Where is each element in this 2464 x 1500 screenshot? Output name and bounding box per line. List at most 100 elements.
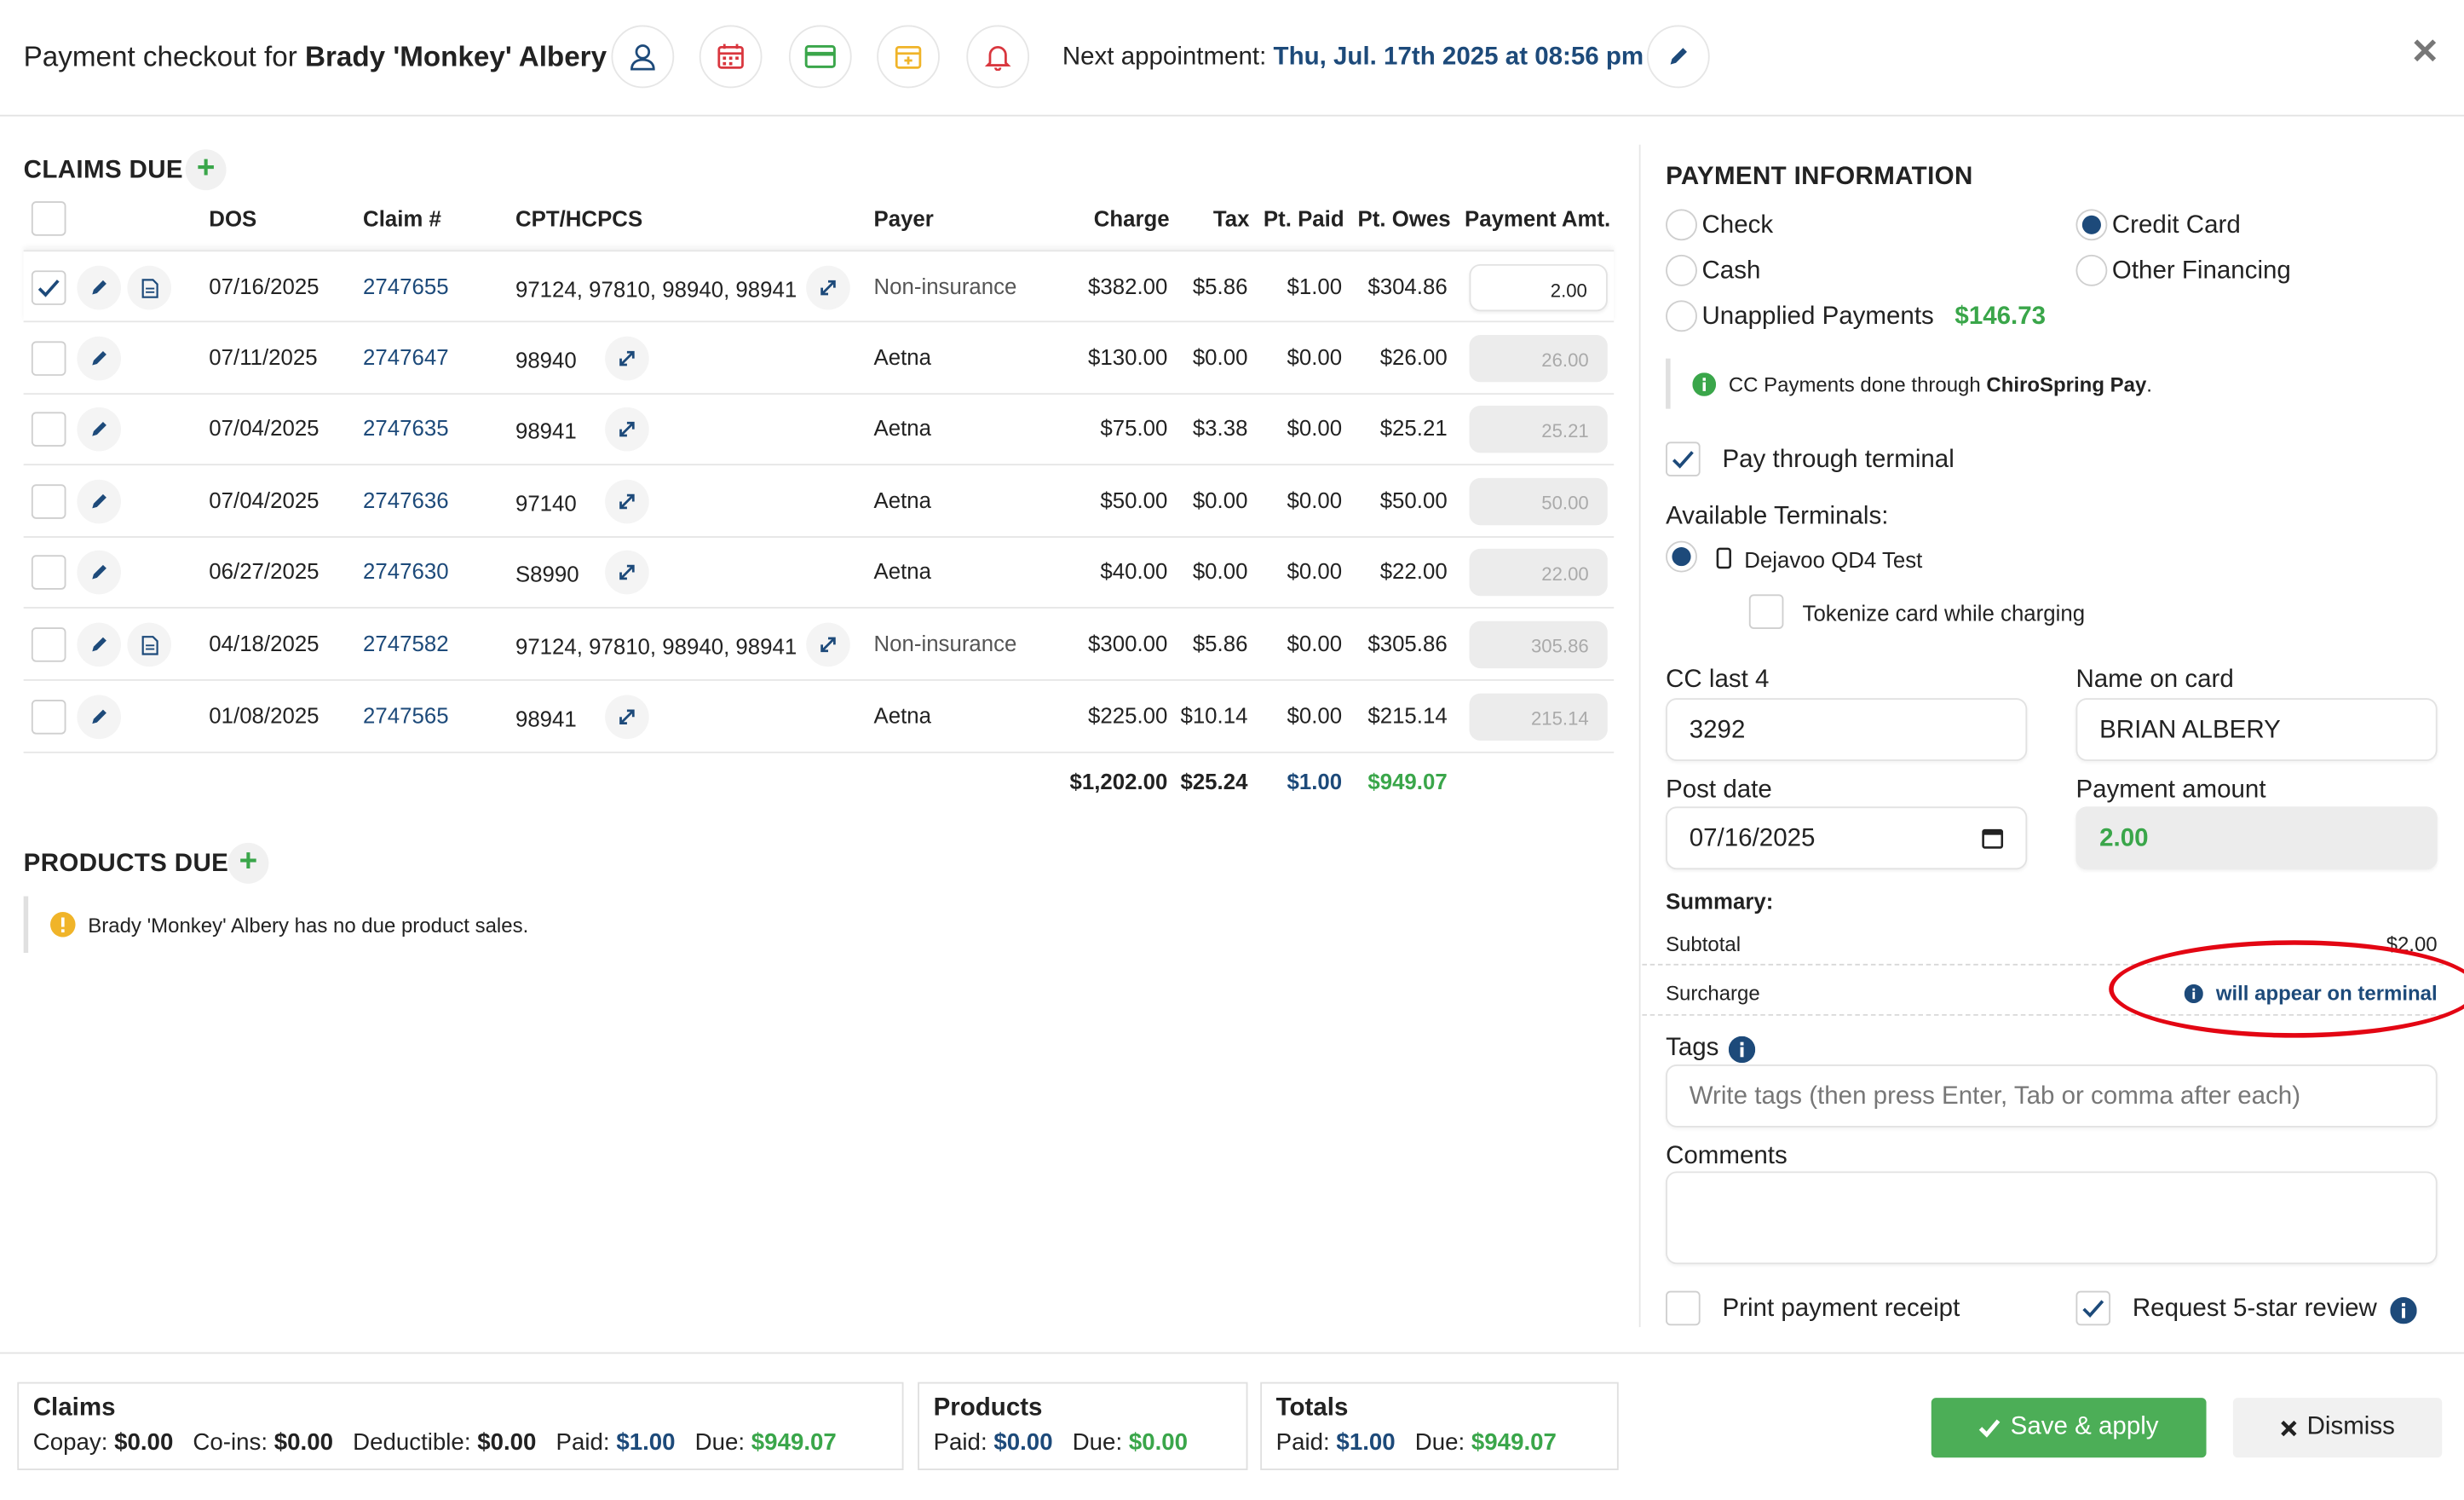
edit-claim-button[interactable] (77, 551, 122, 596)
tags-label-text: Tags (1666, 1034, 1719, 1062)
add-claim-button[interactable]: + (185, 149, 227, 191)
claim-document-button[interactable] (127, 265, 172, 310)
col-header-dos[interactable]: DOS (209, 205, 257, 232)
claim-select-checkbox[interactable] (31, 483, 66, 519)
method-unapplied-radio[interactable] (1666, 300, 1697, 332)
claim-select-checkbox[interactable] (31, 340, 66, 376)
edit-claim-button[interactable] (77, 694, 122, 739)
tags-input[interactable]: Write tags (then press Enter, Tab or com… (1666, 1064, 2438, 1128)
payment-amount-field[interactable]: 305.86 (1469, 620, 1608, 669)
method-credit-card-radio[interactable] (2075, 209, 2108, 241)
payment-amount-field[interactable]: 50.00 (1469, 477, 1608, 525)
claim-number-link[interactable]: 2747635 (363, 415, 449, 441)
check-icon (1672, 451, 1694, 469)
edit-claim-button[interactable] (77, 622, 122, 667)
method-unapplied-label[interactable]: Unapplied Payments $146.73 (1701, 303, 2046, 332)
col-header-pt-owes[interactable]: Pt. Owes (1357, 205, 1451, 232)
warning-info-icon (50, 912, 76, 938)
claim-payer: Non-insurance (873, 630, 1017, 656)
method-other-financing-label[interactable]: Other Financing (2111, 257, 2291, 285)
comments-textarea[interactable] (1666, 1171, 2438, 1265)
totals-due-label: Due: (1414, 1429, 1465, 1457)
claim-tax: $5.86 (1192, 630, 1248, 656)
cc-note-suffix: . (2146, 372, 2152, 395)
request-review-label[interactable]: Request 5-star review (2133, 1295, 2416, 1324)
claim-select-checkbox[interactable] (31, 699, 66, 734)
patient-profile-button[interactable] (611, 25, 675, 89)
col-header-claim[interactable]: Claim # (363, 205, 441, 232)
claim-dos: 01/08/2025 (209, 701, 320, 728)
print-receipt-label[interactable]: Print payment receipt (1722, 1295, 1960, 1323)
claim-document-button[interactable] (127, 622, 172, 667)
payment-amount-input[interactable]: 2.00 (2075, 806, 2438, 870)
edit-claim-button[interactable] (77, 479, 122, 523)
expand-codes-button[interactable] (605, 336, 649, 380)
edit-claim-button[interactable] (77, 265, 122, 310)
col-header-tax[interactable]: Tax (1212, 205, 1250, 232)
claim-number-link[interactable]: 2747655 (363, 274, 449, 299)
payment-amount-field[interactable]: 2.00 (1469, 263, 1608, 312)
tokenize-checkbox[interactable] (1748, 594, 1784, 629)
expand-codes-button[interactable] (806, 622, 850, 667)
add-product-button[interactable]: + (227, 842, 269, 884)
expand-codes-button[interactable] (605, 551, 649, 596)
cc-last4-input[interactable]: 3292 (1666, 698, 2028, 761)
expand-codes-button[interactable] (806, 265, 850, 310)
products-paid-value: $0.00 (993, 1429, 1053, 1457)
col-header-cpt[interactable]: CPT/HCPCS (515, 205, 643, 232)
expand-codes-button[interactable] (605, 479, 649, 523)
pay-terminal-label[interactable]: Pay through terminal (1722, 446, 1955, 474)
payment-amount-field[interactable]: 215.14 (1469, 692, 1608, 741)
expand-codes-button[interactable] (605, 694, 649, 739)
claim-payer: Aetna (873, 415, 931, 441)
coins-label: Co-ins: (193, 1429, 268, 1457)
print-receipt-checkbox[interactable] (1666, 1290, 1701, 1326)
terminal-radio[interactable] (1666, 540, 1697, 573)
method-credit-card-label[interactable]: Credit Card (2111, 212, 2241, 239)
claim-select-checkbox[interactable] (31, 270, 66, 305)
request-review-checkbox[interactable] (2075, 1290, 2111, 1326)
name-on-card-input[interactable]: BRIAN ALBERY (2075, 698, 2438, 761)
total-owes: $949.07 (1367, 769, 1448, 794)
claim-number-link[interactable]: 2747647 (363, 343, 449, 369)
notifications-button[interactable] (966, 25, 1030, 89)
col-header-payment-amt[interactable]: Payment Amt. (1464, 205, 1611, 232)
edit-appointment-button[interactable] (1646, 25, 1710, 89)
claim-select-checkbox[interactable] (31, 627, 66, 662)
expand-codes-button[interactable] (605, 407, 649, 452)
payment-amount-field[interactable]: 26.00 (1469, 334, 1608, 382)
method-other-financing-radio[interactable] (2075, 254, 2108, 286)
terminal-name[interactable]: Dejavoo QD4 Test (1744, 547, 1923, 573)
info-icon[interactable] (2389, 1296, 2416, 1324)
info-icon[interactable] (1728, 1035, 1755, 1063)
method-cash-label[interactable]: Cash (1701, 257, 1761, 285)
method-check-radio[interactable] (1666, 209, 1697, 241)
claim-number-link[interactable]: 2747630 (363, 558, 449, 585)
payment-amount-field[interactable]: 25.21 (1469, 406, 1608, 453)
save-apply-button[interactable]: Save & apply (1931, 1398, 2207, 1458)
calendar-icon[interactable] (1982, 827, 2004, 849)
new-appointment-button[interactable] (877, 25, 940, 89)
payment-amount-field[interactable]: 22.00 (1469, 549, 1608, 597)
claim-select-checkbox[interactable] (31, 412, 66, 447)
close-button[interactable]: ✕ (2410, 32, 2439, 72)
edit-claim-button[interactable] (77, 407, 122, 452)
method-cash-radio[interactable] (1666, 254, 1697, 286)
claim-number-link[interactable]: 2747565 (363, 701, 449, 728)
dismiss-button[interactable]: Dismiss (2232, 1398, 2443, 1458)
edit-claim-button[interactable] (77, 336, 122, 380)
method-check-label[interactable]: Check (1701, 212, 1774, 239)
claim-number-link[interactable]: 2747636 (363, 487, 449, 513)
pay-terminal-checkbox[interactable] (1666, 441, 1701, 477)
select-all-checkbox[interactable] (31, 201, 66, 236)
tokenize-label[interactable]: Tokenize card while charging (1802, 600, 2086, 626)
claim-select-checkbox[interactable] (31, 555, 66, 591)
col-header-pt-paid[interactable]: Pt. Paid (1263, 205, 1344, 232)
calendar-button[interactable] (699, 25, 763, 89)
totals-paid-value: $1.00 (1336, 1429, 1396, 1457)
claim-number-link[interactable]: 2747582 (363, 630, 449, 656)
payment-button[interactable] (788, 25, 852, 89)
post-date-input[interactable]: 07/16/2025 (1666, 806, 2028, 870)
col-header-payer[interactable]: Payer (873, 205, 934, 232)
col-header-charge[interactable]: Charge (1093, 205, 1170, 232)
